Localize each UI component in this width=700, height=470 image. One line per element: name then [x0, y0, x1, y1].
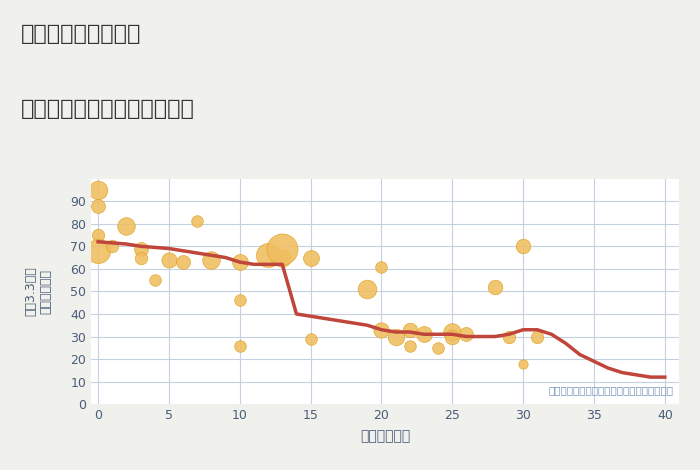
Point [390, 333, 401, 340]
Point [178, 258, 189, 266]
Point [234, 258, 246, 266]
Point [276, 245, 288, 252]
Point [262, 251, 274, 259]
Point [234, 297, 246, 304]
Point [419, 330, 430, 338]
Text: 三重県鈴鹿市岸田町: 三重県鈴鹿市岸田町 [21, 24, 141, 44]
Point [92, 247, 104, 255]
Point [92, 231, 104, 239]
Point [517, 243, 528, 250]
Point [376, 263, 387, 270]
Point [404, 342, 415, 349]
Point [447, 333, 458, 340]
X-axis label: 築年数（年）: 築年数（年） [360, 429, 410, 443]
Text: 築年数別中古マンション価格: 築年数別中古マンション価格 [21, 99, 195, 119]
Point [517, 360, 528, 368]
Point [121, 222, 132, 230]
Point [532, 333, 543, 340]
Point [404, 326, 415, 334]
Point [135, 245, 146, 252]
Point [106, 243, 118, 250]
Point [276, 254, 288, 261]
Text: 坪（3.3㎡）
単価（万円）: 坪（3.3㎡） 単価（万円） [24, 266, 52, 316]
Point [92, 202, 104, 210]
Point [305, 335, 316, 343]
Text: 円の大きさは、取引のあった物件面積を示す: 円の大きさは、取引のあった物件面積を示す [548, 385, 673, 395]
Point [489, 283, 500, 290]
Point [503, 333, 514, 340]
Point [206, 256, 217, 264]
Point [192, 218, 203, 225]
Point [92, 186, 104, 194]
Point [362, 285, 373, 293]
Point [447, 328, 458, 336]
Point [163, 256, 174, 264]
Point [149, 276, 160, 284]
Point [305, 254, 316, 261]
Point [234, 342, 246, 349]
Point [433, 344, 444, 352]
Point [461, 330, 472, 338]
Point [376, 326, 387, 334]
Point [135, 254, 146, 261]
